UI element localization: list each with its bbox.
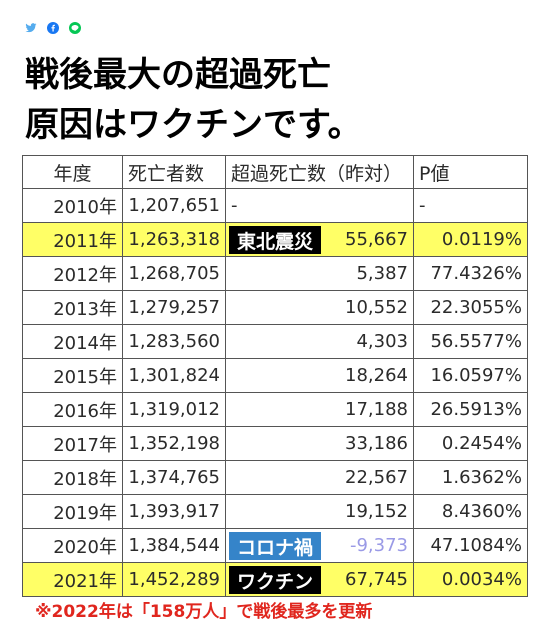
excess-value: 22,567	[345, 467, 408, 488]
excess-cell: コロナ禍 -9,373	[225, 528, 414, 563]
table-row: 2012年 1,268,705 5,387 77.4326%	[22, 256, 528, 291]
year-cell: 2020年	[22, 528, 123, 563]
excess-value: 55,667	[345, 229, 408, 250]
p-value-cell: -	[413, 188, 528, 223]
excess-value: 19,152	[345, 501, 408, 522]
deaths-cell: 1,352,198	[122, 426, 226, 461]
year-cell: 2014年	[22, 324, 123, 359]
deaths-cell: 1,263,318	[122, 222, 226, 257]
table-row: 2015年 1,301,824 18,264 16.0597%	[22, 358, 528, 393]
share-bar	[25, 22, 81, 34]
year-cell: 2018年	[22, 460, 123, 495]
excess-cell: 5,387	[225, 256, 414, 291]
excess-cell: 17,188	[225, 392, 414, 427]
table-body: 2010年 1,207,651- -2011年 1,263,318 東北震災 55,667…	[22, 188, 528, 597]
p-value-cell: 0.2454%	[413, 426, 528, 461]
table-row: 2016年 1,319,012 17,188 26.5913%	[22, 392, 528, 427]
table-row: 2019年 1,393,917 19,152 8.4360%	[22, 494, 528, 529]
p-value-cell: 26.5913%	[413, 392, 528, 427]
excess-cell: ワクチン 67,745	[225, 562, 414, 597]
table-row: 2010年 1,207,651- -	[22, 188, 528, 223]
excess-cell: 4,303	[225, 324, 414, 359]
twitter-icon[interactable]	[25, 22, 37, 34]
deaths-cell: 1,268,705	[122, 256, 226, 291]
title-line-1: 戦後最大の超過死亡	[25, 55, 331, 95]
page-title: 戦後最大の超過死亡 原因はワクチンです。	[25, 50, 362, 150]
excess-cell: 東北震災 55,667	[225, 222, 414, 257]
excess-value: -9,373	[349, 535, 408, 556]
p-value-cell: 22.3055%	[413, 290, 528, 325]
year-cell: 2010年	[22, 188, 123, 223]
excess-value: 5,387	[356, 263, 408, 284]
excess-value: 18,264	[345, 365, 408, 386]
deaths-cell: 1,374,765	[122, 460, 226, 495]
table-row: 2021年 1,452,289 ワクチン 67,745 0.0034%	[22, 562, 528, 597]
p-value-cell: 8.4360%	[413, 494, 528, 529]
year-cell: 2015年	[22, 358, 123, 393]
footnote: ※2022年は「158万人」で戦後最多を更新	[35, 602, 373, 622]
table-row: 2020年 1,384,544 コロナ禍 -9,373 47.1084%	[22, 528, 528, 563]
year-cell: 2012年	[22, 256, 123, 291]
deaths-cell: 1,301,824	[122, 358, 226, 393]
year-cell: 2013年	[22, 290, 123, 325]
excess-value: 4,303	[356, 331, 408, 352]
excess-cell: 18,264	[225, 358, 414, 393]
header-p-value: P値	[413, 155, 528, 189]
p-value-cell: 0.0119%	[413, 222, 528, 257]
year-cell: 2021年	[22, 562, 123, 597]
deaths-cell: 1,279,257	[122, 290, 226, 325]
line-icon[interactable]	[69, 22, 81, 34]
deaths-cell: 1,283,560	[122, 324, 226, 359]
facebook-icon[interactable]	[47, 22, 59, 34]
excess-cell: 22,567	[225, 460, 414, 495]
table-row: 2018年 1,374,765 22,567 1.6362%	[22, 460, 528, 495]
excess-cell: 10,552	[225, 290, 414, 325]
excess-cell: -	[225, 188, 414, 223]
event-label: 東北震災	[229, 226, 321, 254]
p-value-cell: 77.4326%	[413, 256, 528, 291]
event-label: コロナ禍	[229, 532, 321, 560]
deaths-cell: 1,393,917	[122, 494, 226, 529]
p-value-cell: 0.0034%	[413, 562, 528, 597]
p-value-cell: 16.0597%	[413, 358, 528, 393]
header-deaths: 死亡者数	[122, 155, 226, 189]
table-row: 2017年 1,352,198 33,186 0.2454%	[22, 426, 528, 461]
excess-cell: 33,186	[225, 426, 414, 461]
year-cell: 2017年	[22, 426, 123, 461]
deaths-cell: 1,207,651	[122, 188, 226, 223]
table-header: 年度 死亡者数 超過死亡数（昨対） P値	[22, 155, 528, 189]
excess-value: 67,745	[345, 569, 408, 590]
excess-value: -	[231, 195, 238, 216]
deaths-cell: 1,384,544	[122, 528, 226, 563]
excess-cell: 19,152	[225, 494, 414, 529]
title-line-2: 原因はワクチンです。	[25, 105, 362, 145]
year-cell: 2011年	[22, 222, 123, 257]
excess-deaths-table: 年度 死亡者数 超過死亡数（昨対） P値 2010年 1,207,651- -201…	[22, 155, 528, 597]
excess-value: 17,188	[345, 399, 408, 420]
excess-value: 33,186	[345, 433, 408, 454]
p-value-cell: 56.5577%	[413, 324, 528, 359]
table-row: 2014年 1,283,560 4,303 56.5577%	[22, 324, 528, 359]
table-row: 2013年 1,279,257 10,552 22.3055%	[22, 290, 528, 325]
table-row: 2011年 1,263,318 東北震災 55,667 0.0119%	[22, 222, 528, 257]
event-label: ワクチン	[229, 566, 321, 594]
deaths-cell: 1,452,289	[122, 562, 226, 597]
year-cell: 2019年	[22, 494, 123, 529]
deaths-cell: 1,319,012	[122, 392, 226, 427]
p-value-cell: 47.1084%	[413, 528, 528, 563]
p-value-cell: 1.6362%	[413, 460, 528, 495]
header-year: 年度	[22, 155, 123, 189]
excess-value: 10,552	[345, 297, 408, 318]
header-row: 年度 死亡者数 超過死亡数（昨対） P値	[22, 155, 528, 189]
year-cell: 2016年	[22, 392, 123, 427]
header-excess: 超過死亡数（昨対）	[225, 155, 414, 189]
